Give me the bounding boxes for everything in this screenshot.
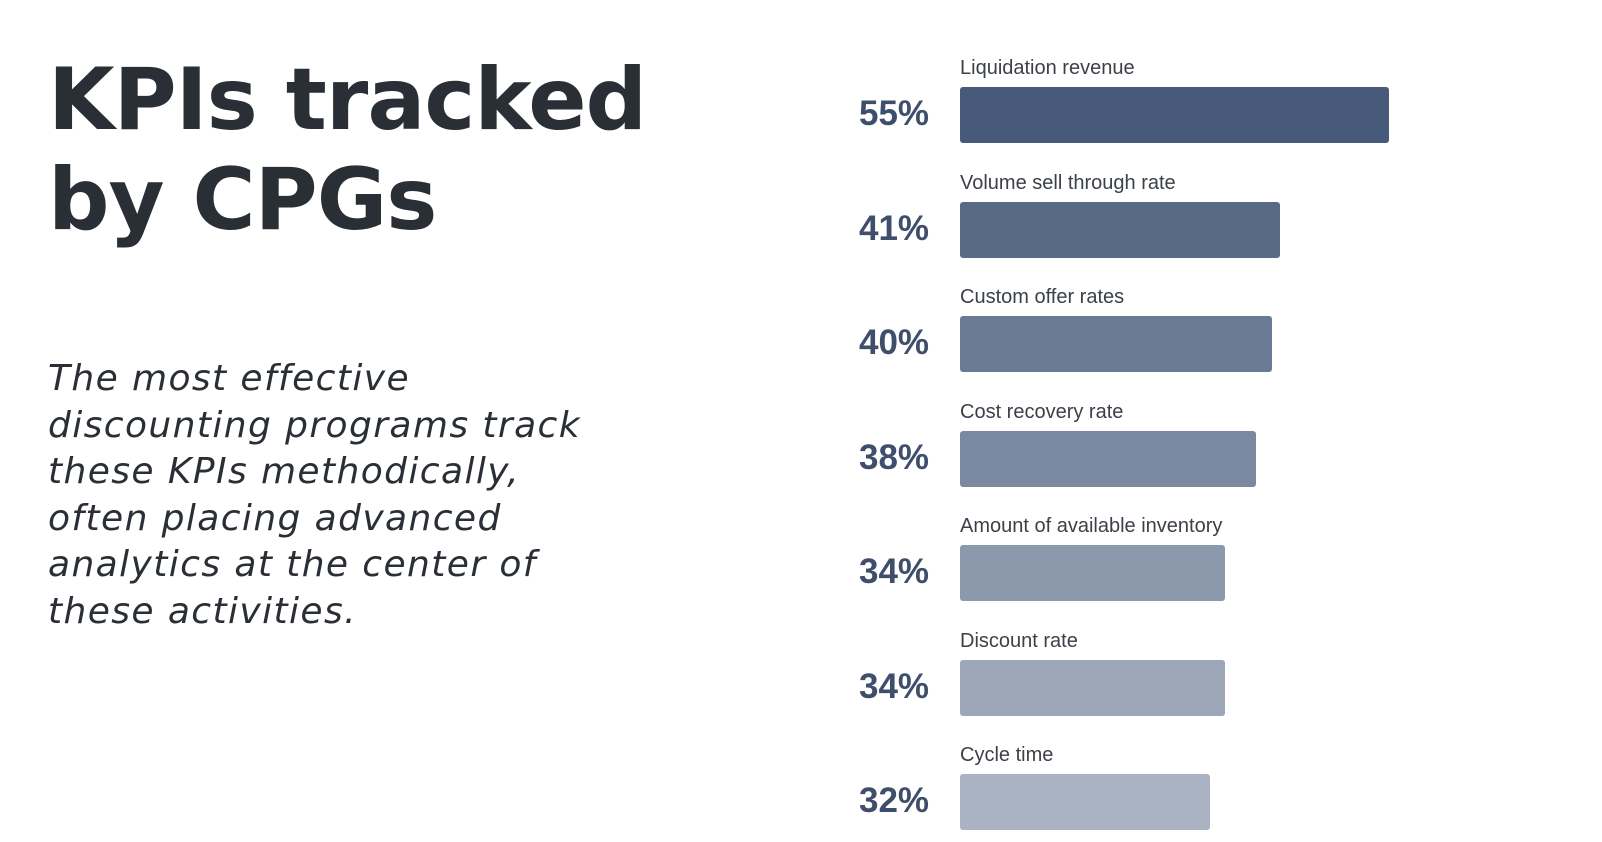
bar bbox=[960, 87, 1389, 143]
page-title: KPIs tracked by CPGs bbox=[48, 50, 708, 250]
bar bbox=[960, 659, 1226, 716]
value-label: 38% bbox=[859, 437, 930, 477]
title-line-2: by CPGs bbox=[48, 150, 437, 250]
title-line-1: KPIs tracked bbox=[48, 50, 647, 150]
value-label: 32% bbox=[859, 781, 930, 820]
bar bbox=[960, 545, 1226, 601]
value-label: 34% bbox=[859, 666, 930, 706]
category-label: Cost recovery rate bbox=[960, 400, 1124, 423]
category-label: Liquidation revenue bbox=[960, 57, 1135, 79]
category-label: Volume sell through rate bbox=[960, 171, 1176, 194]
bar bbox=[960, 774, 1210, 830]
category-label: Cycle time bbox=[960, 744, 1054, 766]
value-label: 41% bbox=[859, 208, 930, 248]
category-label: Custom offer rates bbox=[960, 286, 1125, 308]
category-label: Amount of available inventory bbox=[960, 515, 1223, 537]
category-label: Discount rate bbox=[960, 629, 1078, 652]
value-label: 55% bbox=[859, 94, 930, 133]
description-text: The most effective discounting programs … bbox=[48, 358, 581, 632]
value-label: 34% bbox=[859, 552, 930, 591]
bar bbox=[960, 201, 1280, 258]
bar bbox=[960, 316, 1272, 372]
value-label: 40% bbox=[859, 323, 930, 362]
bar bbox=[960, 430, 1257, 487]
